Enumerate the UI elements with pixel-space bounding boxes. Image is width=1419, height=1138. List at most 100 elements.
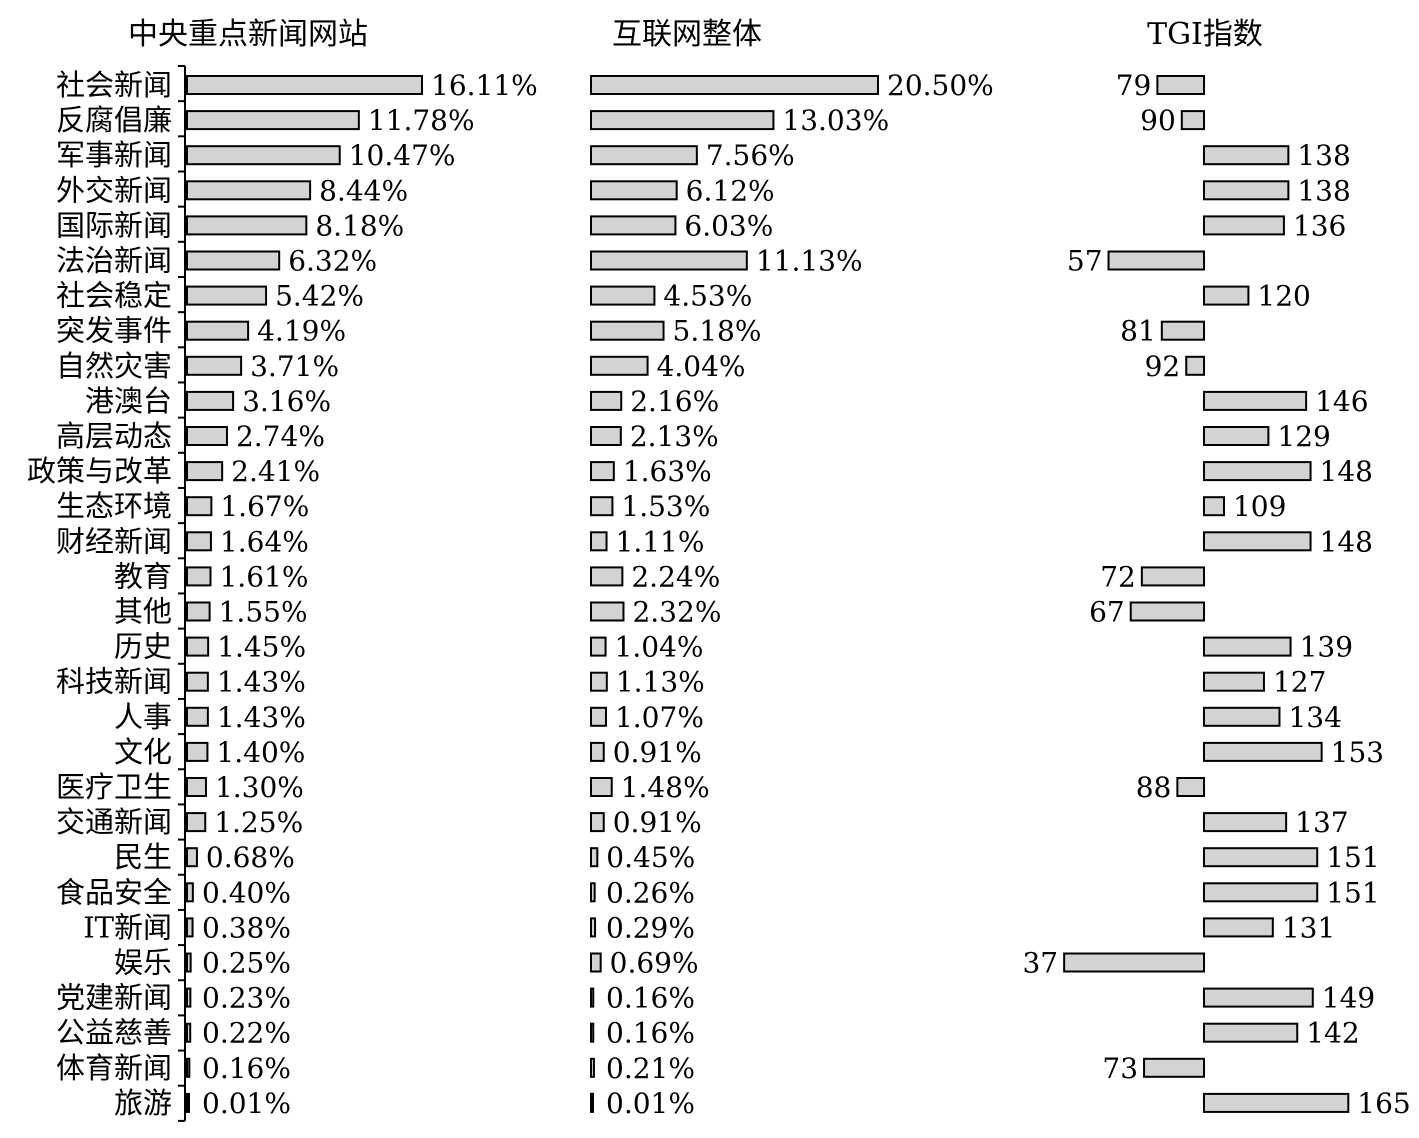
data-label: 1.25% [214,806,303,839]
tgi-label: 151 [1326,841,1379,874]
bar [590,496,614,517]
data-label: 6.32% [288,245,377,278]
data-label: 0.45% [606,841,695,874]
data-label: 1.40% [216,736,305,769]
bar [186,917,194,938]
bar [590,671,608,692]
data-label: 1.63% [623,455,712,488]
data-label: 0.26% [606,876,695,909]
data-label: 2.74% [236,420,325,453]
bar [186,777,207,797]
category-label: 自然灾害 [56,349,172,383]
tgi-bar [1203,145,1290,166]
bar [590,706,607,727]
bar [590,847,599,868]
bar [590,1092,594,1113]
tgi-label: 165 [1357,1087,1410,1120]
tgi-bar [1203,426,1270,446]
tgi-bar [1129,601,1205,622]
bar [186,1057,191,1078]
bar [186,847,198,868]
data-label: 1.45% [217,631,306,664]
category-labels: 社会新闻反腐倡廉军事新闻外交新闻国际新闻法治新闻社会稳定突发事件自然灾害港澳台高… [27,68,172,1120]
bar [186,426,228,446]
tgi-bar [1203,180,1290,201]
bar [590,812,605,833]
category-label: 财经新闻 [56,524,172,558]
tgi-bar [1203,1022,1299,1043]
category-label: 法治新闻 [56,244,172,278]
tgi-bar [1203,1092,1350,1113]
bar [590,952,602,973]
tgi-label: 137 [1295,806,1348,839]
category-label: 文化 [114,735,172,769]
tgi-bar [1203,706,1281,727]
data-label: 5.42% [275,280,364,313]
bar [590,180,678,201]
data-label: 20.50% [887,69,994,102]
tgi-label: 88 [1136,771,1172,804]
category-label: 民生 [114,840,172,874]
category-label: 港澳台 [85,384,172,418]
data-label: 0.68% [206,841,295,874]
data-label: 16.11% [431,69,538,102]
panel-internet-overall: 20.50%13.03%7.56%6.12%6.03%11.13%4.53%5.… [590,69,994,1120]
category-label: 社会新闻 [56,68,172,102]
category-label: 科技新闻 [56,665,172,699]
tgi-label: 120 [1257,280,1310,313]
data-label: 0.91% [613,736,702,769]
data-label: 1.30% [215,771,304,804]
tgi-bar [1156,75,1206,95]
data-label: 1.11% [616,525,705,558]
data-label: 5.18% [673,315,762,348]
tgi-label: 146 [1315,385,1368,418]
tgi-label: 90 [1140,104,1176,137]
bar [186,812,207,833]
data-label: 1.64% [220,525,309,558]
category-label: 教育 [114,559,172,593]
bar [590,110,775,131]
category-label: 历史 [114,630,172,664]
data-label: 0.16% [606,1017,695,1050]
category-label: 旅游 [114,1086,172,1120]
bar [590,390,623,411]
data-label: 2.13% [630,420,719,453]
category-label: 人事 [114,700,172,734]
panel-titles: 中央重点新闻网站 互联网整体 TGI指数 [128,17,1263,52]
data-label: 0.21% [606,1052,695,1085]
category-label: 公益慈善 [56,1016,172,1050]
bar [590,75,879,95]
data-label: 6.12% [686,174,775,207]
category-label: IT新闻 [83,910,172,944]
category-label: 食品安全 [56,875,172,909]
category-axis [178,65,186,1122]
data-label: 0.16% [606,982,695,1015]
data-label: 0.23% [202,982,291,1015]
tgi-label: 142 [1306,1017,1359,1050]
tgi-label: 127 [1273,666,1326,699]
tgi-label: 136 [1293,209,1346,242]
data-label: 0.38% [202,911,291,944]
category-label: 社会稳定 [56,279,172,313]
data-label: 3.71% [250,350,339,383]
data-label: 0.69% [610,947,699,980]
panel-tgi-index: 7990138138136571208192146129148109148726… [1022,69,1410,1120]
tgi-bar [1203,812,1288,833]
tgi-bar [1203,882,1319,903]
bar [590,601,625,622]
category-label: 高层动态 [56,419,172,453]
tgi-label: 138 [1297,174,1350,207]
category-label: 突发事件 [56,314,172,348]
bar [590,426,622,446]
category-label: 体育新闻 [56,1051,172,1085]
bar [186,145,341,166]
tgi-bar [1160,320,1205,341]
category-label: 生态环境 [56,489,172,523]
tgi-label: 57 [1067,245,1103,278]
bar [186,390,235,411]
tgi-bar [1203,285,1250,306]
tgi-bar [1203,390,1308,411]
tgi-label: 92 [1145,350,1181,383]
data-label: 1.67% [220,490,309,523]
